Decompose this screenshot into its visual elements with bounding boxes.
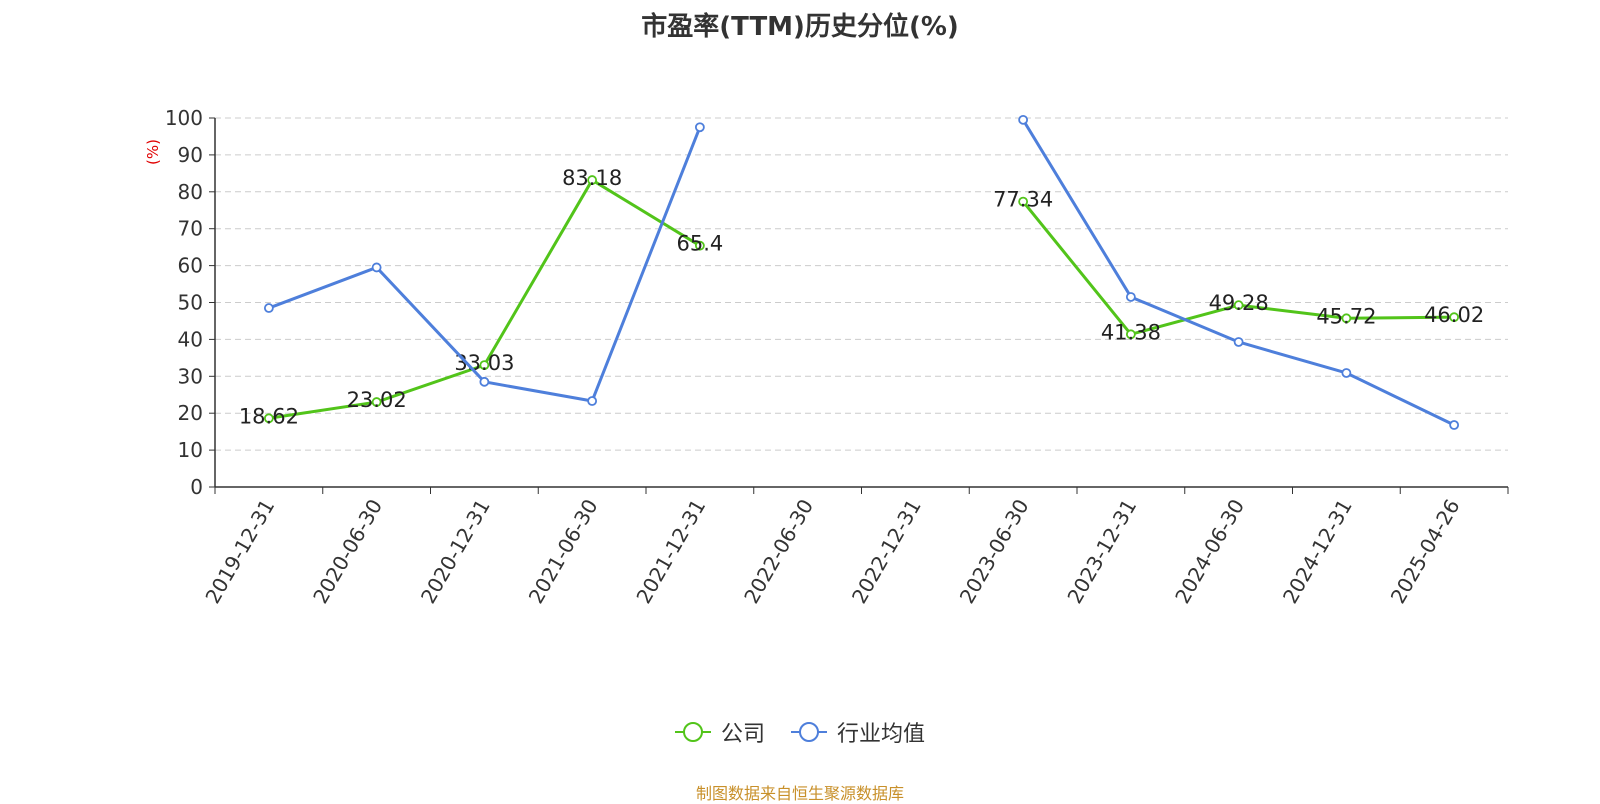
- data-point-industry-average: [263, 303, 274, 313]
- y-tick-label: 0: [190, 475, 203, 499]
- data-point-company: [1233, 300, 1244, 311]
- data-point-industry-average: [1125, 292, 1136, 302]
- x-tick-label: 2024-12-31: [1278, 495, 1357, 608]
- y-tick-label: 20: [178, 401, 203, 425]
- legend-line-circle-icon: [791, 722, 827, 742]
- legend-label-industry-average: 行业均值: [837, 722, 926, 747]
- data-label-company: 18.62: [239, 404, 299, 428]
- data-point-company: [1449, 312, 1460, 323]
- legend-item-company[interactable]: 公司: [674, 716, 765, 748]
- data-label-company: 77.34: [993, 188, 1053, 212]
- data-point-company: [371, 397, 382, 407]
- x-tick-label: 2019-12-31: [200, 495, 279, 608]
- y-tick-label: 70: [178, 217, 203, 241]
- y-axis-label: (%): [144, 139, 162, 165]
- legend-label-company: 公司: [720, 722, 765, 747]
- data-label-company: 41.38: [1101, 320, 1161, 344]
- x-tick-label: 2022-12-31: [847, 495, 926, 608]
- data-point-company: [263, 413, 274, 424]
- data-label-company: 45.72: [1316, 304, 1376, 328]
- data-point-industry-average: [587, 396, 598, 406]
- data-point-company: [694, 240, 705, 251]
- legend-item-industry-average[interactable]: 行业均值: [791, 716, 925, 748]
- x-tick-label: 2020-12-31: [416, 495, 495, 608]
- x-tick-label: 2024-06-30: [1170, 495, 1249, 608]
- y-tick-label: 40: [178, 327, 203, 351]
- data-point-industry-average: [1018, 114, 1029, 125]
- x-tick-label: 2022-06-30: [739, 495, 818, 608]
- x-tick-label: 2020-06-30: [308, 495, 387, 608]
- x-tick-label: 2023-06-30: [955, 495, 1034, 608]
- data-label-company: 49.28: [1209, 291, 1269, 315]
- data-point-industry-average: [694, 122, 705, 133]
- y-tick-label: 50: [178, 291, 203, 315]
- x-tick-label: 2021-06-30: [524, 495, 603, 608]
- source-note: 制图数据来自恒生聚源数据库: [695, 784, 904, 803]
- chart-title: 市盈率(TTM)历史分位(%): [641, 12, 959, 42]
- data-label-company: 33.03: [454, 351, 514, 375]
- data-point-industry-average: [371, 262, 382, 273]
- y-tick-label: 60: [178, 254, 203, 278]
- legend-line-circle-icon: [674, 722, 711, 742]
- series-line-industry-average: [1021, 119, 1455, 427]
- data-label-company: 46.02: [1424, 303, 1484, 327]
- data-point-company: [1018, 196, 1029, 207]
- y-tick-label: 30: [178, 364, 203, 388]
- data-point-company: [1125, 329, 1136, 340]
- x-tick-label: 2025-04-26: [1386, 495, 1465, 608]
- data-label-company: 23.02: [347, 388, 407, 412]
- y-tick-label: 90: [178, 143, 203, 167]
- x-tick-label: 2021-12-31: [631, 495, 710, 608]
- data-point-company: [1341, 313, 1352, 324]
- legend: 公司 行业均值: [0, 716, 1600, 748]
- y-tick-label: 10: [178, 438, 203, 462]
- data-label-company: 65.4: [676, 232, 723, 256]
- data-point-industry-average: [1341, 368, 1352, 378]
- data-point-industry-average: [1233, 337, 1244, 347]
- data-point-industry-average: [479, 376, 490, 387]
- y-tick-label: 100: [165, 106, 203, 130]
- data-point-industry-average: [1449, 420, 1460, 430]
- data-point-company: [587, 175, 598, 185]
- y-tick-label: 80: [178, 180, 203, 204]
- data-label-company: 83.18: [562, 166, 622, 190]
- x-tick-label: 2023-12-31: [1062, 495, 1141, 608]
- data-point-company: [479, 360, 490, 371]
